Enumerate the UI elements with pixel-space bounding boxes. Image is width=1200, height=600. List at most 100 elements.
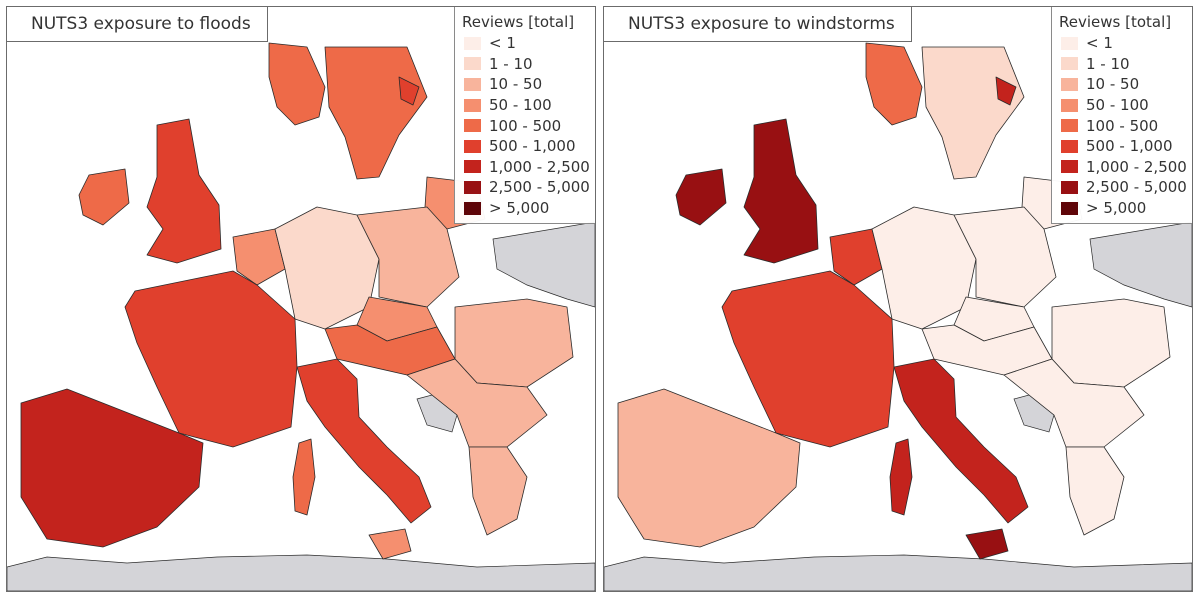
windstorm-map-panel: NUTS3 exposure to windstorms Reviews [to… — [603, 6, 1193, 592]
legend-item: < 1 — [1052, 33, 1192, 54]
legend-swatch — [464, 77, 481, 91]
legend-item: 1,000 - 2,500 — [1052, 157, 1192, 178]
map-legend: Reviews [total] < 1 1 - 10 10 - 50 50 - … — [1051, 7, 1192, 225]
region-corsica-sardinia — [292, 438, 316, 516]
region-france — [721, 270, 895, 448]
legend-item: 100 - 500 — [455, 115, 595, 136]
ukraine-land — [492, 221, 595, 308]
region-poland — [356, 206, 460, 308]
bosnia-land — [416, 394, 458, 433]
legend-item: > 5,000 — [455, 198, 595, 219]
region-greece — [1065, 446, 1125, 536]
legend-item: 50 - 100 — [1052, 95, 1192, 116]
region-norway — [865, 42, 923, 126]
north-africa-land — [7, 554, 595, 591]
region-sicily — [965, 528, 1009, 560]
legend-label: < 1 — [489, 34, 516, 53]
legend-item: < 1 — [455, 33, 595, 54]
region-iberia — [20, 388, 204, 548]
legend-swatch — [464, 119, 481, 133]
legend-label: 100 - 500 — [489, 116, 562, 135]
legend-item: 10 - 50 — [1052, 74, 1192, 95]
legend-label: 500 - 1,000 — [1086, 137, 1173, 156]
legend-item: 1 - 10 — [1052, 54, 1192, 75]
legend-swatch — [1061, 119, 1078, 133]
legend-label: < 1 — [1086, 34, 1113, 53]
non-eu-land — [604, 221, 1192, 591]
legend-label: > 5,000 — [489, 199, 550, 218]
legend-label: > 5,000 — [1086, 199, 1147, 218]
legend-swatch — [1061, 98, 1078, 112]
legend-item: 2,500 - 5,000 — [455, 177, 595, 198]
region-corsica-sardinia — [889, 438, 913, 516]
map-title: NUTS3 exposure to floods — [7, 7, 268, 42]
legend-swatch — [464, 201, 481, 215]
map-legend: Reviews [total] < 1 1 - 10 10 - 50 50 - … — [454, 7, 595, 225]
legend-item: 1 - 10 — [455, 54, 595, 75]
legend-label: 500 - 1,000 — [489, 137, 576, 156]
legend-label: 50 - 100 — [1086, 96, 1149, 115]
region-benelux — [232, 228, 286, 286]
legend-item: 10 - 50 — [455, 74, 595, 95]
legend-item: 50 - 100 — [455, 95, 595, 116]
region-iberia — [617, 388, 801, 548]
legend-label: 1,000 - 2,500 — [1086, 157, 1187, 176]
region-gotland-coast — [995, 76, 1017, 106]
legend-label: 10 - 50 — [1086, 75, 1140, 94]
region-greece — [468, 446, 528, 536]
north-africa-land — [604, 554, 1192, 591]
legend-swatch — [464, 160, 481, 174]
legend-swatch — [464, 98, 481, 112]
region-france — [124, 270, 298, 448]
legend-rows: < 1 1 - 10 10 - 50 50 - 100 100 - 500 50… — [1052, 33, 1192, 218]
legend-swatch — [464, 36, 481, 50]
legend-item: 500 - 1,000 — [1052, 136, 1192, 157]
legend-rows: < 1 1 - 10 10 - 50 50 - 100 100 - 500 50… — [455, 33, 595, 218]
region-austria-hungary — [324, 324, 456, 376]
legend-item: 500 - 1,000 — [455, 136, 595, 157]
bosnia-land — [1013, 394, 1055, 433]
region-ireland — [675, 168, 727, 226]
region-sicily — [368, 528, 412, 560]
region-poland — [953, 206, 1057, 308]
legend-label: 1,000 - 2,500 — [489, 157, 590, 176]
legend-label: 50 - 100 — [489, 96, 552, 115]
legend-item: 100 - 500 — [1052, 115, 1192, 136]
flood-map-panel: NUTS3 exposure to floods Reviews [total]… — [6, 6, 596, 592]
legend-swatch — [1061, 57, 1078, 71]
legend-swatch — [1061, 36, 1078, 50]
legend-label: 1 - 10 — [1086, 54, 1130, 73]
legend-swatch — [1061, 201, 1078, 215]
legend-swatch — [1061, 160, 1078, 174]
legend-swatch — [464, 57, 481, 71]
legend-swatch — [1061, 180, 1078, 194]
legend-swatch — [464, 139, 481, 153]
region-ireland — [78, 168, 130, 226]
region-italy — [893, 358, 1029, 524]
region-great-britain — [743, 118, 819, 264]
legend-label: 1 - 10 — [489, 54, 533, 73]
legend-label: 2,500 - 5,000 — [489, 178, 590, 197]
legend-item: 1,000 - 2,500 — [455, 157, 595, 178]
region-austria-hungary — [921, 324, 1053, 376]
map-title: NUTS3 exposure to windstorms — [604, 7, 912, 42]
region-italy — [296, 358, 432, 524]
legend-title: Reviews [total] — [1059, 13, 1172, 31]
region-great-britain — [146, 118, 222, 264]
legend-item: 2,500 - 5,000 — [1052, 177, 1192, 198]
legend-swatch — [1061, 77, 1078, 91]
legend-swatch — [464, 180, 481, 194]
region-norway — [268, 42, 326, 126]
non-eu-land — [7, 221, 595, 591]
legend-swatch — [1061, 139, 1078, 153]
legend-title: Reviews [total] — [462, 13, 575, 31]
legend-item: > 5,000 — [1052, 198, 1192, 219]
region-balkans — [406, 358, 548, 448]
region-balkans — [1003, 358, 1145, 448]
legend-label: 2,500 - 5,000 — [1086, 178, 1187, 197]
legend-label: 100 - 500 — [1086, 116, 1159, 135]
legend-label: 10 - 50 — [489, 75, 543, 94]
region-benelux — [829, 228, 883, 286]
region-gotland-coast — [398, 76, 420, 106]
ukraine-land — [1089, 221, 1192, 308]
